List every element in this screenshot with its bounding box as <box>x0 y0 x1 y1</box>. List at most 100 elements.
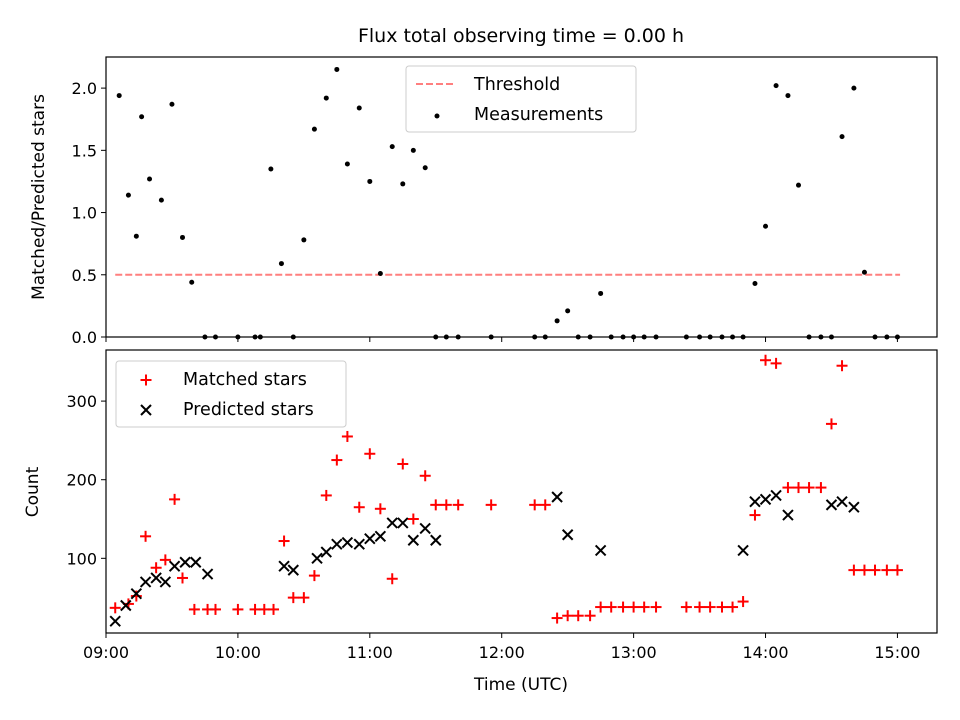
bottom-y-tick-label: 300 <box>66 392 97 411</box>
predicted-star-point <box>159 576 172 588</box>
measurement-point <box>389 144 395 150</box>
matched-star-point <box>320 489 332 501</box>
predicted-star-point <box>430 534 442 546</box>
predicted-star-point-b <box>159 576 172 588</box>
matched-star-point <box>770 357 782 369</box>
matched-star-point <box>539 499 551 511</box>
bottom-y-tick-label: 200 <box>66 471 97 490</box>
measurement-point <box>147 176 153 182</box>
measurement-point <box>268 166 274 172</box>
predicted-star-point-b <box>278 560 290 572</box>
matched-star-point <box>298 592 310 604</box>
predicted-star-point-b <box>759 493 772 506</box>
measurement-point <box>278 261 284 267</box>
predicted-star-point <box>419 522 431 535</box>
predicted-star-point-b <box>130 587 143 600</box>
measurement-point <box>773 83 779 89</box>
predicted-star-point <box>287 564 300 576</box>
measurement-point <box>422 165 428 171</box>
predicted-star-point <box>278 560 290 572</box>
predicted-star-point-b <box>168 560 181 572</box>
x-axis-label: Time (UTC) <box>473 675 568 695</box>
predicted-star-point-b <box>341 536 354 549</box>
bottom-axis-ticks: 100 200 300 09:00 10:00 11:00 12:00 13:00 14:00 1… <box>66 392 920 662</box>
matched-star-point <box>595 601 607 613</box>
matched-star-point <box>628 601 640 613</box>
predicted-star-point <box>150 572 162 584</box>
predicted-star-point <box>407 534 420 546</box>
measurement-point <box>189 279 195 285</box>
matched-star-point <box>258 603 270 615</box>
predicted-star-point <box>397 517 409 529</box>
matched-star-point <box>760 354 772 366</box>
matched-star-point <box>287 592 299 604</box>
predicted-star-point <box>364 532 376 545</box>
top-y-tick-label: 1.0 <box>72 204 97 223</box>
predicted-star-point-b <box>782 509 794 521</box>
predicted-star-point-b <box>848 501 860 513</box>
x-tick-label: 14:00 <box>742 643 788 662</box>
measurement-point <box>133 233 139 239</box>
matched-star-point <box>452 499 464 511</box>
matched-star-point <box>749 509 761 521</box>
predicted-star-point-b <box>836 496 848 508</box>
predicted-star-point-b <box>407 534 420 546</box>
matched-star-point <box>782 482 794 494</box>
predicted-star-point-b <box>320 546 332 558</box>
matched-star-point <box>551 612 563 624</box>
matched-star-point <box>529 499 541 511</box>
matched-star-point <box>268 603 280 615</box>
measurement-point <box>598 290 604 296</box>
matched-star-point <box>331 454 343 466</box>
predicted-star-point <box>386 517 398 529</box>
top-legend-box <box>405 65 637 133</box>
measurement-point <box>861 269 867 275</box>
predicted-star-point-b <box>139 576 152 588</box>
measurement-point <box>356 105 362 111</box>
top-y-tick-label: 0.0 <box>72 328 97 347</box>
predicted-star-point <box>331 538 343 550</box>
predicted-star-point <box>374 530 387 543</box>
matched-star-point <box>650 601 662 613</box>
predicted-star-point-b <box>353 538 365 550</box>
matched-star-point <box>341 430 353 442</box>
matched-star-point <box>177 572 189 584</box>
predicted-star-point <box>130 587 143 600</box>
predicted-star-point <box>189 556 202 568</box>
top-legend: Threshold Measurements <box>405 65 637 133</box>
matched-star-point <box>419 470 431 482</box>
measurement-point <box>796 182 801 188</box>
top-y-axis-label: Matched/Predicted stars <box>29 94 49 300</box>
predicted-star-point <box>759 493 772 506</box>
matched-star-point <box>562 610 574 622</box>
predicted-star-point <box>782 509 794 521</box>
x-tick-label: 10:00 <box>215 643 261 662</box>
predicted-star-point-b <box>364 532 376 545</box>
top-y-tick-label: 2.0 <box>72 79 97 98</box>
matched-star-point <box>694 601 706 613</box>
matched-star-point <box>793 482 804 494</box>
matched-star-point <box>680 601 692 613</box>
predicted-star-point-b <box>419 522 431 535</box>
predicted-star-point-b <box>430 534 442 546</box>
matched-star-point <box>737 596 749 608</box>
x-tick-label: 12:00 <box>479 643 525 662</box>
matched-star-point <box>815 482 827 494</box>
measurement-point <box>851 85 857 91</box>
matched-star-point <box>407 513 419 525</box>
legend-threshold-label: Threshold <box>473 75 560 95</box>
matched-star-point <box>159 554 171 566</box>
matched-star-point <box>109 602 121 614</box>
measurement-point <box>334 66 340 72</box>
bottom-plot-area <box>109 354 903 627</box>
matched-star-point <box>209 603 221 615</box>
measurement-point <box>554 318 560 324</box>
matched-star-point <box>374 503 386 515</box>
matched-star-point <box>825 418 837 430</box>
matched-star-point <box>881 564 893 576</box>
predicted-star-point-b <box>737 544 749 557</box>
legend-matched-marker <box>140 374 152 386</box>
predicted-star-point <box>353 538 365 550</box>
predicted-star-point-b <box>749 496 761 508</box>
